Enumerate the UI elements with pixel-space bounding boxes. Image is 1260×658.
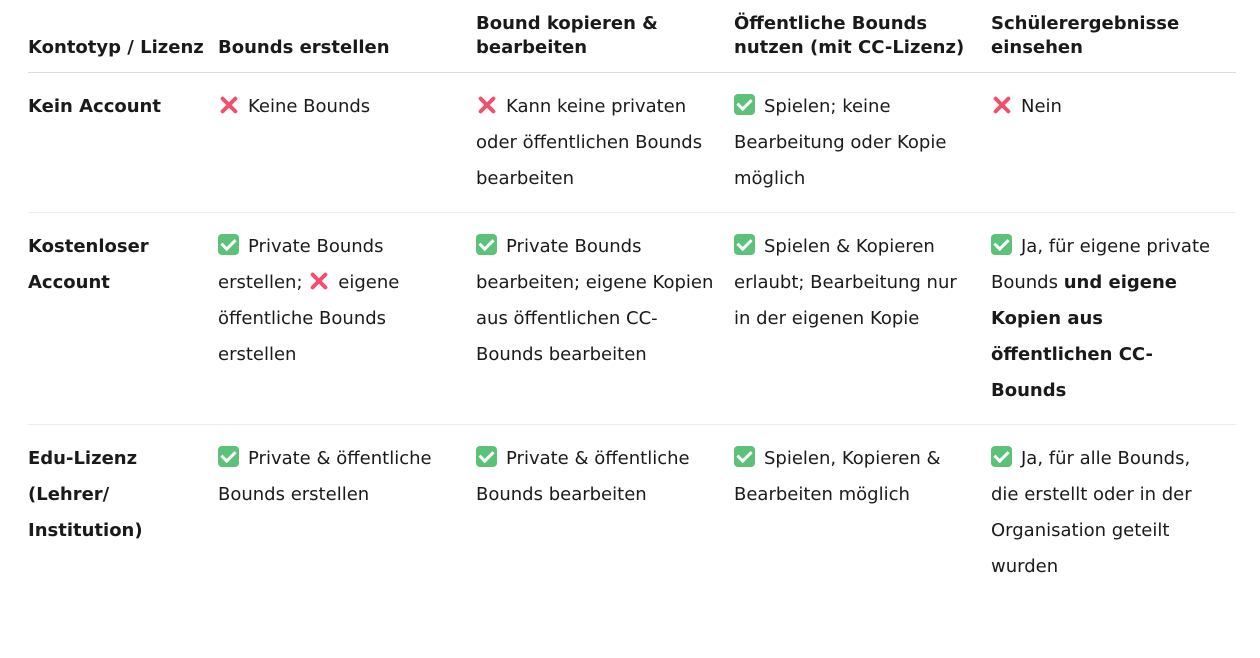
cell-text: Kann keine privaten oder öffentlichen Bo… (476, 96, 703, 189)
cross-mark-icon (991, 94, 1012, 115)
cell-text: Private & öffentliche Bounds erstellen (218, 448, 432, 505)
header-create-bounds: Bounds erstellen (218, 0, 476, 73)
table-cell: Spielen, Kopieren & Bearbeiten möglich (734, 425, 991, 601)
table-cell: Ja, für alle Bounds, die erstellt oder i… (991, 425, 1236, 601)
cell-text: Ja, für eigene private Bounds (991, 236, 1211, 293)
cell-text: Ja, für alle Bounds, die erstellt oder i… (991, 448, 1192, 577)
header-row: Kontotyp / Lizenz Bounds erstellen Bound… (28, 0, 1236, 73)
check-mark-icon (476, 234, 497, 255)
check-mark-icon (734, 94, 755, 115)
header-copy-edit: Bound kopieren & bearbeiten (476, 0, 734, 73)
check-mark-icon (218, 446, 239, 467)
table-cell: Nein (991, 72, 1236, 213)
cell-text-bold: und eigene Kopien aus öffentlichen CC-Bo… (991, 272, 1177, 401)
table-row: Kostenloser Account Private Bounds erstel… (28, 212, 1236, 425)
table-cell: Private Bounds bearbeiten; eigene Kopien… (476, 212, 734, 425)
cell-text: Private & öffentliche Bounds bearbeiten (476, 448, 690, 505)
cross-mark-icon (476, 94, 497, 115)
cross-mark-icon (218, 94, 239, 115)
header-student-results: Schülerergebnisse einsehen (991, 0, 1236, 73)
cross-mark-icon (308, 270, 329, 291)
check-mark-icon (734, 446, 755, 467)
check-mark-icon (734, 234, 755, 255)
table-row: Kein Account Keine Bounds Kann keine priva… (28, 72, 1236, 213)
cell-text: Private Bounds bearbeiten; eigene Kopien… (476, 236, 714, 365)
header-public-bounds: Öffentliche Bounds nutzen (mit CC-Lizenz… (734, 0, 991, 73)
table-cell: Private Bounds erstellen; eigene öffentl… (218, 212, 476, 425)
table-cell: Spielen; keine Bearbeitung oder Kopie mö… (734, 72, 991, 213)
check-mark-icon (218, 234, 239, 255)
row-label: Kostenloser Account (28, 212, 218, 425)
cell-text: Keine Bounds (248, 96, 371, 117)
cell-text: Private Bounds erstellen; (218, 236, 384, 293)
row-label: Kein Account (28, 72, 218, 213)
check-mark-icon (991, 446, 1012, 467)
table-cell: Spielen & Kopieren erlaubt; Bearbeitung … (734, 212, 991, 425)
row-label: Edu-Lizenz (Lehrer/ Institution) (28, 448, 143, 541)
check-mark-icon (991, 234, 1012, 255)
cell-text: Spielen; keine Bearbeitung oder Kopie mö… (734, 96, 947, 189)
permissions-table: Kontotyp / Lizenz Bounds erstellen Bound… (28, 0, 1236, 600)
table-row: Edu-Lizenz (Lehrer/ Institution) Private … (28, 425, 1236, 601)
cell-text: Spielen & Kopieren erlaubt; Bearbeitung … (734, 236, 957, 329)
header-account-type: Kontotyp / Lizenz (28, 0, 218, 73)
cell-text: Nein (1021, 96, 1062, 117)
table-cell: Kann keine privaten oder öffentlichen Bo… (476, 72, 734, 213)
table-cell: Private & öffentliche Bounds erstellen (218, 425, 476, 601)
table-cell: Keine Bounds (218, 72, 476, 213)
table-cell: Ja, für eigene private Bounds und eigene… (991, 212, 1236, 425)
check-mark-icon (476, 446, 497, 467)
cell-text: eigene öffentliche Bounds erstellen (218, 272, 400, 365)
cell-text: Spielen, Kopieren & Bearbeiten möglich (734, 448, 941, 505)
table-cell: Private & öffentliche Bounds bearbeiten (476, 425, 734, 601)
